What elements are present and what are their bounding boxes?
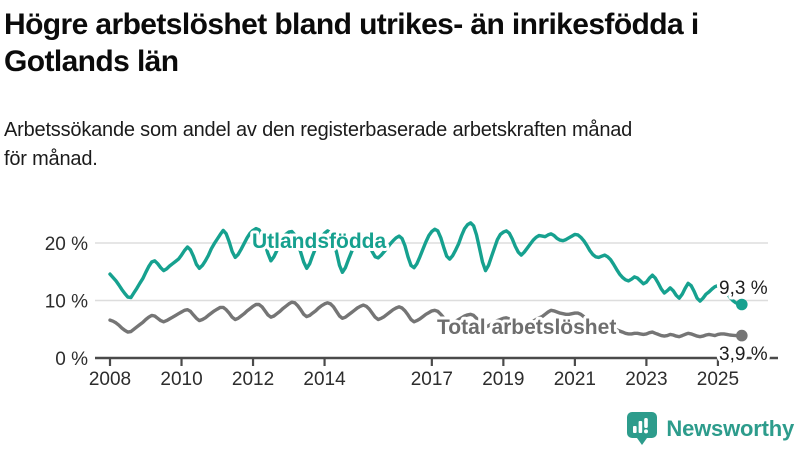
- x-tick-label: 2023: [625, 369, 667, 390]
- x-axis-labels: 2008 2010 2012 2014 2017 2019 2021 2023 2025: [89, 369, 739, 390]
- y-tick-label: 10 %: [45, 292, 88, 313]
- gridlines: [95, 242, 768, 302]
- subtitle-line-2: för månad.: [4, 148, 98, 170]
- x-axis-ticks: [108, 358, 720, 366]
- x-tick-label: 2025: [697, 369, 739, 390]
- x-tick-label: 2012: [232, 369, 274, 390]
- series-label-foreign-born: Utlandsfödda: [252, 230, 386, 253]
- page-title: Högre arbetslöshet bland utrikes- än inr…: [4, 6, 699, 80]
- series-label-total-unemployment: Total arbetslöshet: [437, 316, 616, 339]
- y-tick-label: 0 %: [55, 349, 88, 370]
- end-dot-total-unemployment: [736, 329, 748, 342]
- end-dot-foreign-born: [736, 298, 748, 311]
- series-line-foreign-born: [108, 221, 744, 307]
- logo-bar-tall: [639, 421, 643, 433]
- x-tick-label: 2017: [411, 369, 453, 390]
- logo-bar-short: [633, 426, 638, 433]
- x-tick-label: 2008: [89, 369, 131, 390]
- newsworthy-wordmark: Newsworthy: [666, 415, 794, 441]
- chart-subtitle: Arbetssökande som andel av den registerb…: [4, 116, 632, 174]
- series-line-total-unemployment: [108, 300, 744, 339]
- end-value-label-total-unemployment: 3,9 %: [719, 344, 768, 365]
- title-line-1: Högre arbetslöshet bland utrikes- än inr…: [4, 8, 699, 41]
- x-tick-label: 2019: [482, 369, 524, 390]
- logo-exclamation-bar: [644, 418, 649, 428]
- end-value-label-foreign-born: 9,3 %: [719, 278, 768, 299]
- y-tick-label: 20 %: [45, 234, 88, 255]
- newsworthy-logo[interactable]: Newsworthy: [626, 411, 794, 446]
- x-tick-label: 2010: [160, 369, 202, 390]
- x-tick-label: 2021: [554, 369, 596, 390]
- y-axis-labels: 0 % 10 % 20 %: [45, 234, 88, 370]
- title-line-2: Gotlands län: [4, 45, 179, 78]
- subtitle-line-1: Arbetssökande som andel av den registerb…: [4, 119, 633, 141]
- logo-exclamation-dot: [644, 429, 649, 434]
- newsworthy-icon: [627, 412, 658, 445]
- x-tick-label: 2014: [303, 369, 346, 390]
